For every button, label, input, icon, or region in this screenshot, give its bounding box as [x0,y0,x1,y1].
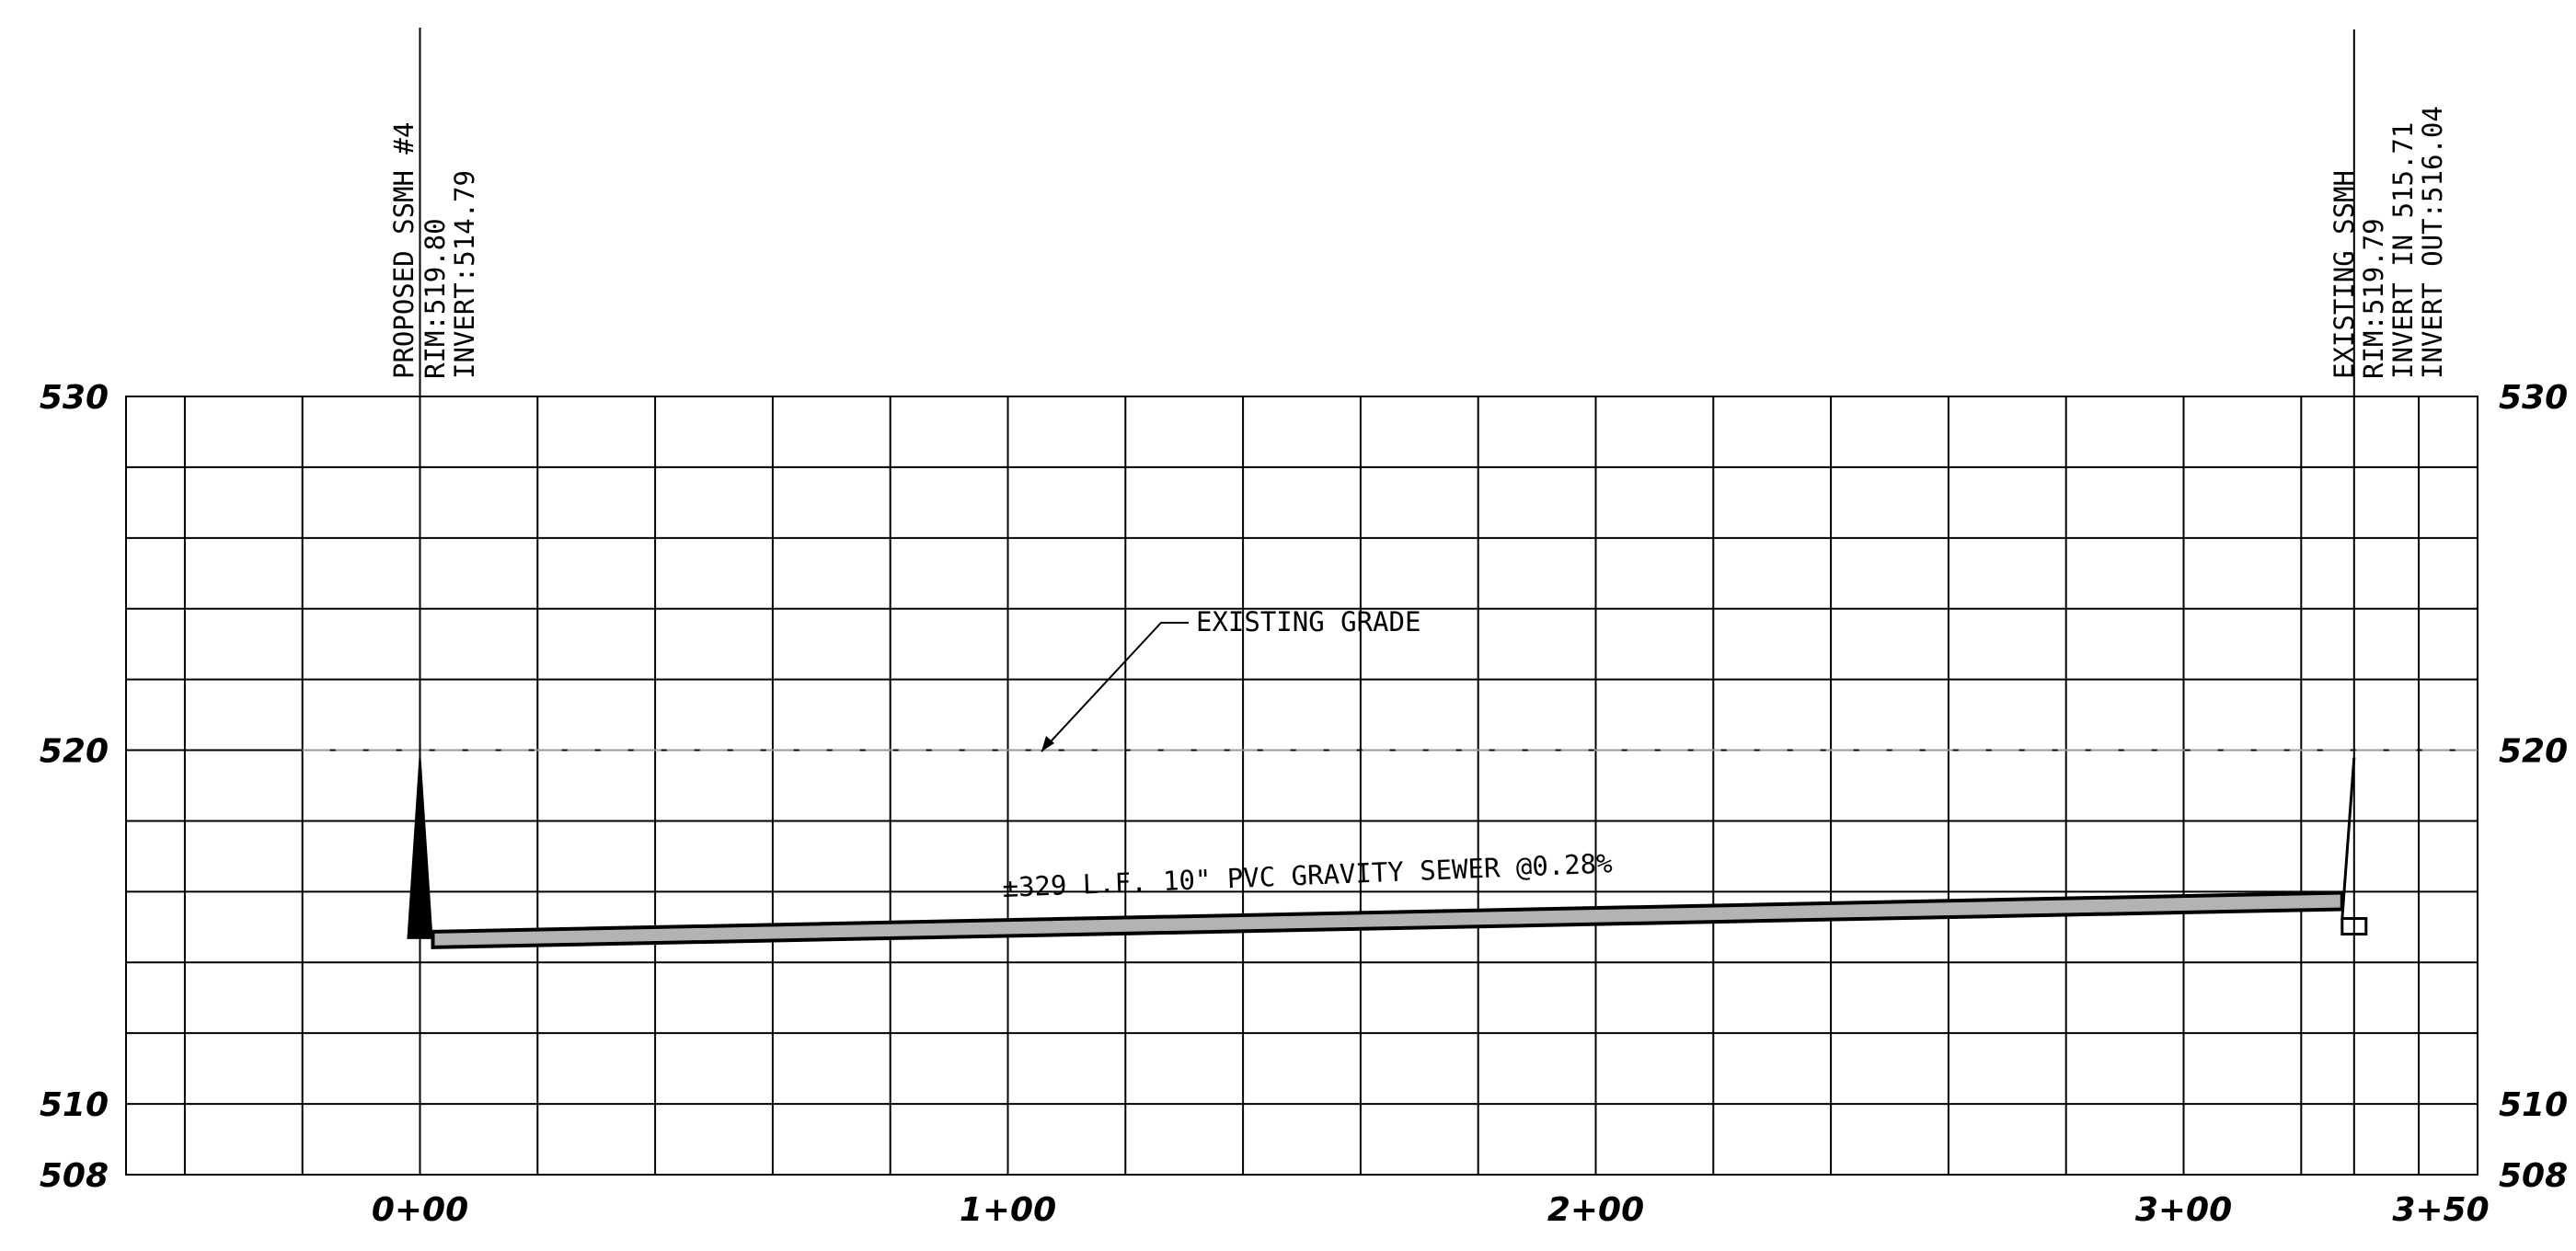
elevation-label-left: 530 [40,379,109,417]
existing-rim-text: RIM:519.79 [2358,218,2389,379]
station-label: 2+00 [1547,1191,1644,1229]
existing-grade-arrowhead [1041,736,1054,752]
proposed-manhole-notes: PROPOSED SSMH #4 RIM:519.80 INVERT:514.7… [388,122,480,379]
vertical-gridlines [183,396,2421,1175]
proposed-invert-text: INVERT:514.79 [449,170,480,379]
pipe-label: ±329 L.F. 10" PVC GRAVITY SEWER @0.28% [1002,847,1613,903]
elevation-label-left: 510 [40,1086,109,1124]
elevation-label-right: 508 [2499,1157,2568,1195]
sewer-pipe [431,890,2344,949]
existing-manhole-symbol [2340,757,2368,936]
station-labels: 0+00 1+00 2+00 3+00 3+50 [372,1191,2490,1229]
horizontal-gridlines [126,396,2478,1176]
existing-manhole-notes: EXISTING SSMH RIM:519.79 INVERT IN 515.7… [2329,106,2448,379]
elevation-label-right: 530 [2499,379,2568,417]
profile-frame [125,396,2478,1176]
elevation-label-left: 508 [40,1157,109,1195]
station-label: 3+00 [2135,1191,2232,1229]
proposed-rim-text: RIM:519.80 [420,218,451,379]
station-label: 1+00 [960,1191,1056,1229]
existing-grade-leader [1041,622,1189,752]
station-label: 3+50 [2392,1191,2489,1229]
existing-grade-label: EXISTING GRADE [1196,606,1420,637]
elevation-label-left: 520 [40,733,109,771]
existing-invert-out-text: INVERT OUT:516.04 [2417,106,2448,379]
proposed-manhole-name: PROPOSED SSMH #4 [388,122,420,379]
elevation-label-right: 520 [2499,733,2568,771]
existing-manhole-name: EXISTING SSMH [2329,170,2360,379]
elevation-labels-right: 530 520 510 508 [2499,379,2568,1195]
station-label: 0+00 [372,1191,468,1229]
elevation-labels-left: 530 520 510 508 [40,379,109,1195]
existing-invert-in-text: INVERT IN 515.71 [2387,122,2419,379]
elevation-label-right: 510 [2499,1086,2568,1124]
